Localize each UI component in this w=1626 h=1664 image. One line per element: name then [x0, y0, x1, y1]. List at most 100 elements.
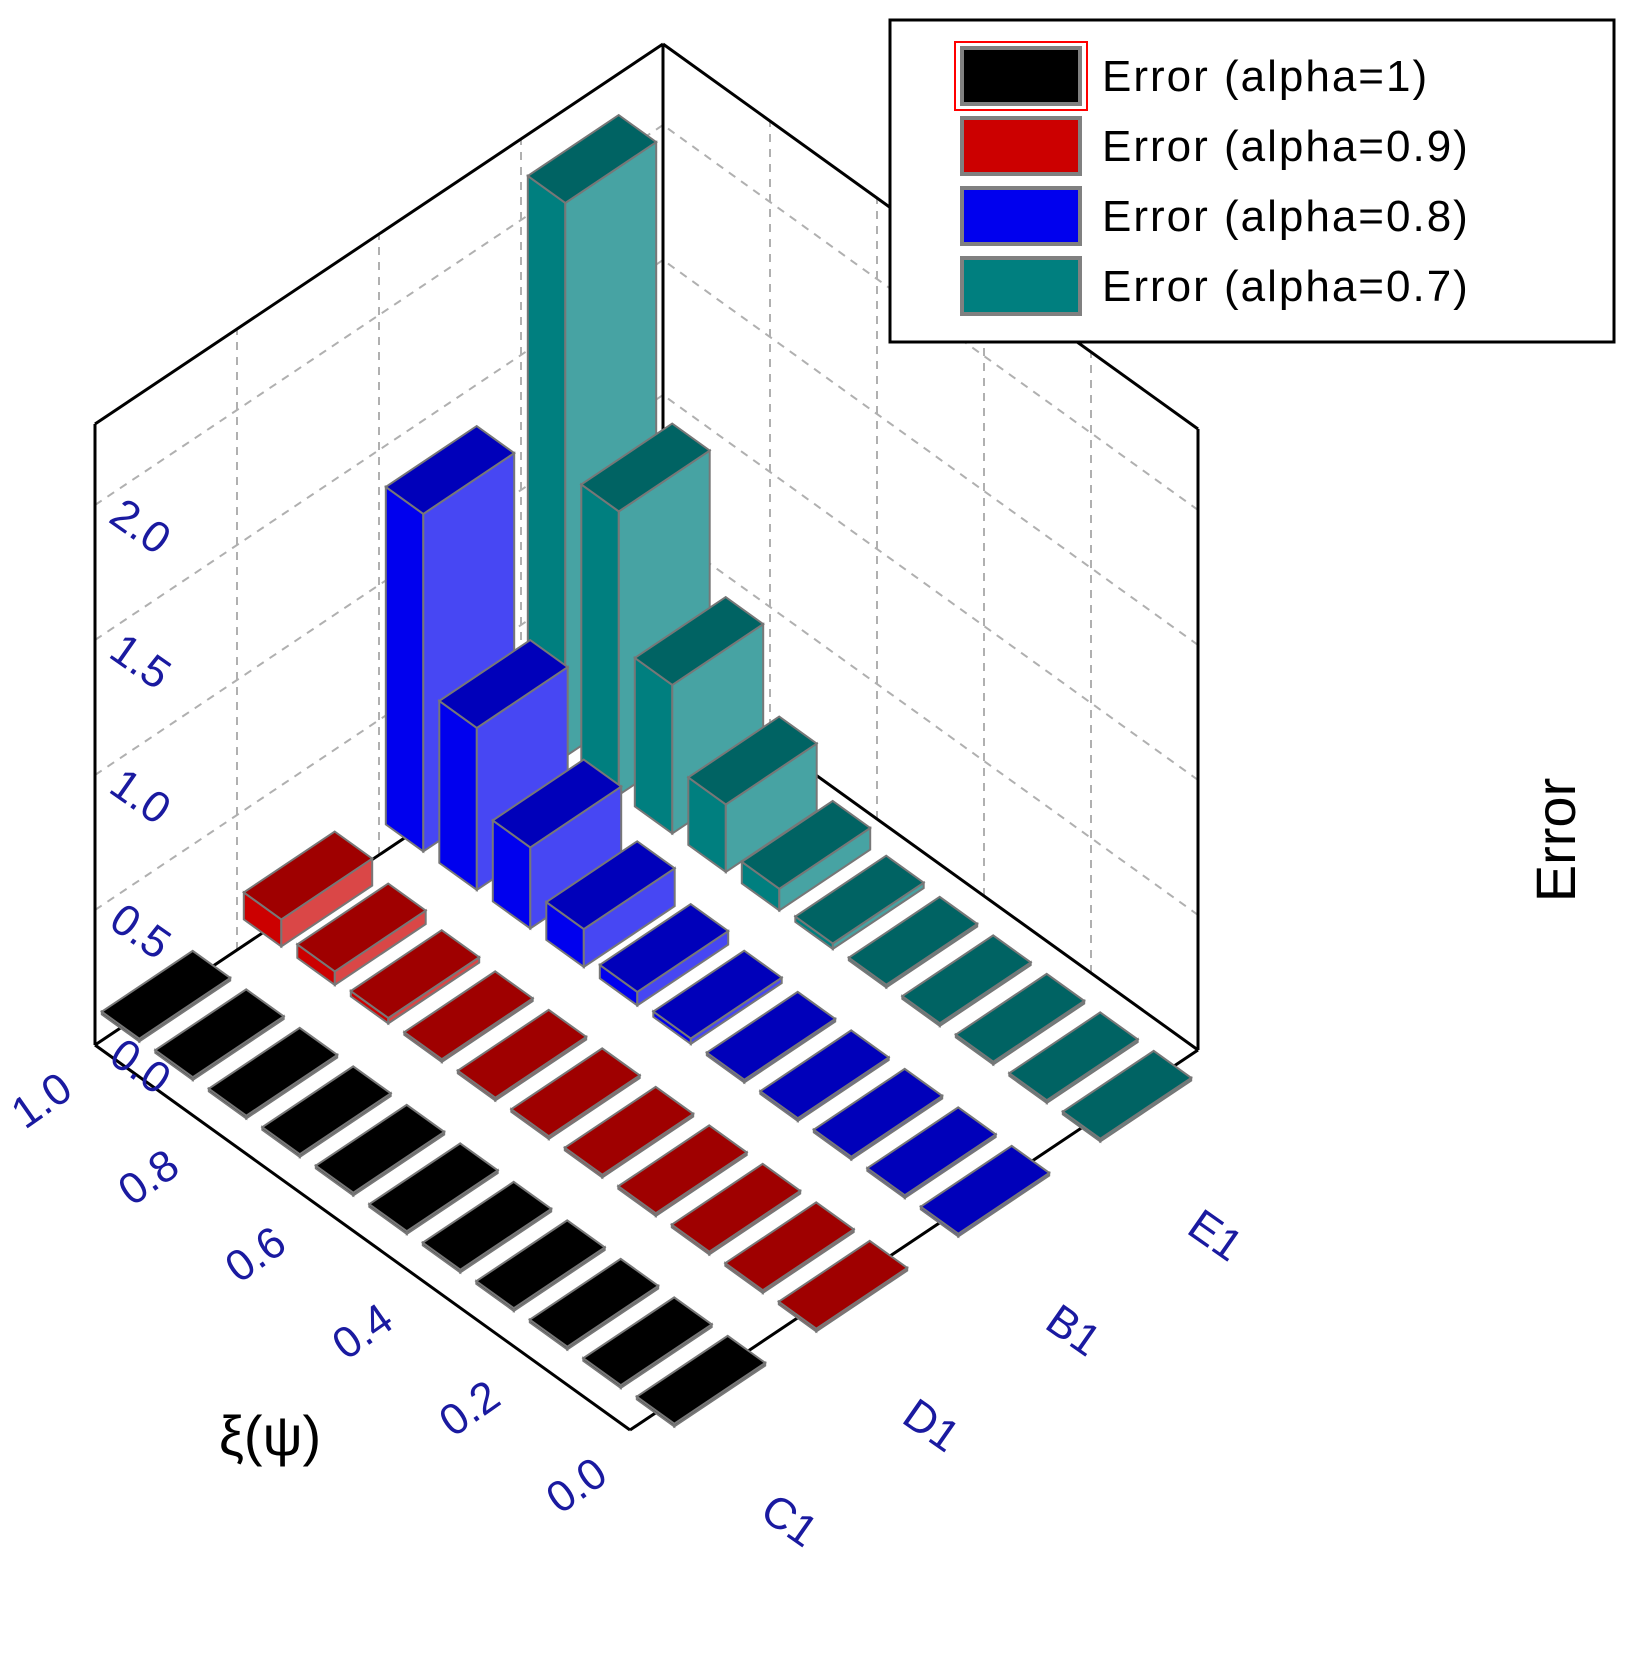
bar-top-face — [740, 799, 872, 891]
bar-top-face — [437, 638, 570, 730]
x-tick-label: 1.0 — [3, 1063, 81, 1138]
y-tick-label: E1 — [1179, 1200, 1251, 1271]
legend-label: Error (alpha=0.9) — [1102, 122, 1470, 171]
bar-top-face — [1007, 1011, 1140, 1102]
bar — [100, 949, 232, 1044]
bar-front-face — [580, 482, 620, 797]
bar-top-face — [812, 1067, 944, 1158]
bar — [421, 1180, 553, 1275]
bar-top-face — [581, 1296, 714, 1387]
bar-top-face — [954, 972, 1086, 1063]
bar-top-face — [793, 854, 926, 945]
bar — [847, 895, 979, 990]
bar — [402, 970, 535, 1064]
bar-top-face — [474, 1219, 607, 1310]
bar-top-face — [723, 1201, 856, 1292]
bar — [1061, 1049, 1193, 1144]
bar-top-face — [598, 902, 730, 994]
bar — [598, 902, 730, 1008]
bar — [900, 934, 1033, 1028]
bar — [954, 972, 1086, 1067]
bar — [812, 1067, 944, 1162]
bar-top-face — [242, 830, 374, 921]
bar-top-face — [526, 113, 658, 205]
bar — [865, 1106, 998, 1200]
bar-top-face — [544, 840, 677, 931]
bar-top-face — [509, 1047, 642, 1138]
bar — [260, 1065, 393, 1159]
bar — [651, 949, 784, 1046]
back-grid-line — [662, 259, 1199, 646]
x-tick-label: 0.8 — [110, 1140, 188, 1215]
x-axis-title: ξ(ψ) — [219, 1404, 321, 1467]
bar-top-face — [616, 1124, 749, 1215]
bar — [491, 758, 623, 931]
bar-top-face — [777, 1239, 909, 1330]
bar — [207, 1026, 339, 1121]
y-tick-label: C1 — [752, 1484, 826, 1556]
bar — [723, 1201, 856, 1295]
bar-top-face — [1061, 1049, 1193, 1140]
legend-swatch — [960, 116, 1082, 176]
x-tick-label: 0.0 — [538, 1448, 616, 1523]
bar-top-face — [207, 1026, 339, 1117]
bar — [616, 1124, 749, 1218]
bar-top-face — [153, 988, 286, 1079]
bar-top-face — [670, 1162, 802, 1253]
bar-top-face — [635, 1334, 767, 1425]
back-grid-line — [662, 124, 1199, 511]
bar-top-face — [919, 1144, 1051, 1235]
bar-front-face — [384, 484, 425, 854]
grid — [94, 121, 1199, 973]
legend-swatch — [960, 256, 1082, 316]
bar-top-face — [847, 895, 979, 986]
z-tick-label: 1.0 — [101, 759, 179, 834]
back-grid-line — [662, 394, 1199, 781]
bar — [777, 1239, 909, 1334]
bar — [509, 1047, 642, 1141]
bar — [528, 1257, 660, 1352]
bar-top-face — [705, 990, 837, 1081]
bar — [314, 1103, 446, 1198]
bar-top-face — [384, 424, 516, 516]
bar-top-face — [563, 1085, 695, 1176]
bar — [456, 1008, 588, 1103]
legend-swatch — [960, 186, 1082, 246]
bar-front-face — [438, 698, 478, 892]
bar-top-face — [295, 882, 428, 973]
bar — [295, 882, 428, 987]
bar-top-face — [260, 1065, 393, 1156]
bars — [100, 113, 1193, 1429]
bar-top-face — [758, 1029, 891, 1120]
bar-top-face — [367, 1142, 500, 1233]
bar-top-face — [579, 422, 712, 513]
legend-label: Error (alpha=0.8) — [1102, 192, 1470, 241]
bar-top-face — [456, 1008, 588, 1099]
bar — [919, 1144, 1051, 1239]
bar — [153, 988, 286, 1082]
bar — [474, 1219, 607, 1313]
back-grid-line — [662, 529, 1199, 916]
bar — [670, 1162, 802, 1257]
bar-top-face — [314, 1103, 446, 1194]
legend-swatch — [960, 46, 1082, 106]
bar — [544, 840, 677, 969]
y-tick-label: D1 — [894, 1389, 968, 1461]
bar-top-face — [865, 1106, 998, 1197]
bar — [635, 1334, 767, 1429]
bar — [563, 1085, 695, 1180]
legend: Error (alpha=1) Error (alpha=0.9) Error (a… — [888, 18, 1616, 344]
bar-top-face — [100, 949, 232, 1040]
x-tick-label: 0.4 — [324, 1294, 402, 1369]
bar-top-face — [900, 934, 1033, 1025]
legend-selection-frame — [954, 41, 1088, 111]
bar-front-face — [633, 655, 674, 836]
bar-top-face — [349, 928, 481, 1020]
bar — [581, 1296, 714, 1390]
bar-top-face — [491, 758, 623, 849]
bar — [793, 854, 926, 951]
z-axis-title: Error — [1524, 778, 1587, 902]
frame-edge — [94, 1043, 631, 1432]
bar — [242, 830, 374, 949]
